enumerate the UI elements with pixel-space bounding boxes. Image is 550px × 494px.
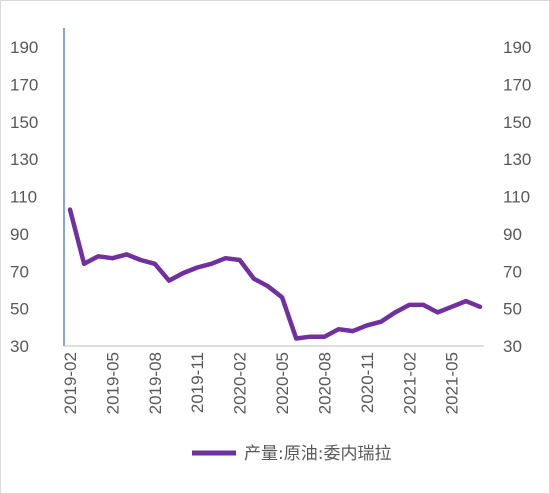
y-tick-label-left: 150 [10, 113, 38, 132]
x-tick-label: 2020-11 [358, 352, 377, 413]
y-tick-label-left: 50 [10, 300, 29, 319]
series-line [67, 207, 483, 341]
y-tick-label-left: 190 [10, 38, 38, 57]
y-tick-label-right: 190 [503, 38, 531, 57]
x-tick-label: 2020-08 [315, 352, 334, 414]
y-tick-label-right: 30 [503, 337, 522, 356]
y-tick-label-left: 170 [10, 75, 38, 94]
y-tick-label-right: 50 [503, 300, 522, 319]
y-tick-label-right: 150 [503, 113, 531, 132]
y-tick-label-left: 130 [10, 150, 38, 169]
y-tick-label-left: 110 [10, 188, 37, 207]
y-tick-label-right: 90 [503, 225, 522, 244]
y-tick-label-right: 130 [503, 150, 531, 169]
y-axis-right-ticks: 30 50 70 90 110 130 150 170 190 [503, 38, 531, 356]
x-tick-label: 2021-05 [443, 352, 462, 414]
x-tick-label: 2021-02 [400, 352, 419, 414]
y-tick-label-right: 70 [503, 262, 522, 281]
x-tick-label: 2019-08 [146, 352, 165, 414]
x-axis-ticks: 2019-02 2019-05 2019-08 2019-11 2020-02 2020-… [61, 352, 462, 414]
y-axis-left-ticks: 30 50 70 90 110 130 150 170 190 [10, 38, 38, 356]
y-tick-label-left: 70 [10, 262, 29, 281]
x-tick-label: 2019-11 [188, 352, 207, 413]
x-tick-label: 2019-02 [61, 352, 80, 414]
legend: 产量:原油:委内瑞拉 [192, 444, 391, 464]
y-tick-label-left: 30 [10, 337, 29, 356]
legend-label: 产量:原油:委内瑞拉 [244, 444, 391, 464]
y-tick-label-right: 170 [503, 75, 531, 94]
x-tick-label: 2020-02 [231, 352, 250, 414]
x-tick-label: 2020-05 [273, 352, 292, 414]
y-tick-label-right: 110 [503, 188, 530, 207]
y-tick-label-left: 90 [10, 225, 29, 244]
x-tick-label: 2019-05 [103, 352, 122, 414]
